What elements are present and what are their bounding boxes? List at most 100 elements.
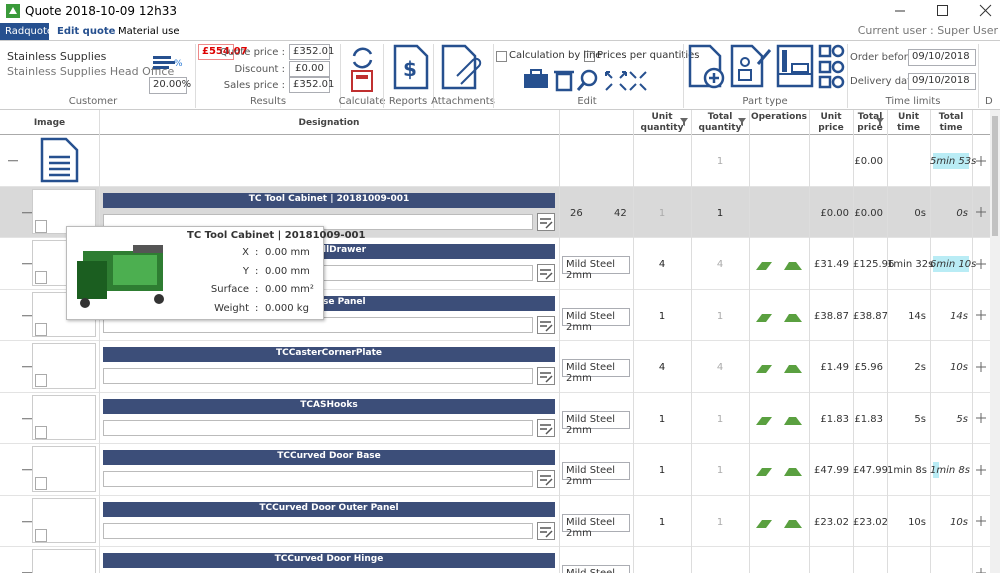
part-type-icons[interactable]	[688, 44, 845, 90]
material[interactable]: Mild Steel 2mm	[562, 410, 630, 436]
spinner[interactable]	[35, 271, 47, 284]
button-label[interactable]: Attachments	[431, 96, 495, 107]
operation-icon	[784, 468, 802, 476]
spinner[interactable]	[35, 477, 47, 490]
group-label: Part type	[742, 96, 788, 107]
tree	[22, 314, 32, 316]
property-value: 0.000 kg	[265, 302, 309, 314]
spinner[interactable]	[35, 322, 47, 336]
unit-time: 1min 8s	[887, 465, 927, 476]
material[interactable]: Mild Steel 2mm	[562, 307, 630, 333]
menu-tab[interactable]: Material use	[118, 26, 180, 37]
field-label: Order before :	[850, 52, 921, 63]
total-quantity: 1	[716, 465, 724, 476]
option-label[interactable]: Calculation by line	[509, 50, 602, 61]
total-quantity: 1	[716, 516, 724, 528]
checkboxes[interactable]	[496, 51, 596, 63]
column-header[interactable]: Operations	[750, 112, 808, 122]
spinner[interactable]	[35, 528, 47, 542]
group-label: Customer	[68, 96, 118, 107]
property-separator: :	[255, 302, 259, 314]
operations	[756, 416, 802, 425]
menu-tab[interactable]: Edit quote	[57, 26, 116, 37]
operations	[756, 313, 802, 322]
rate-icon: %	[153, 56, 183, 69]
total-time: 1min 8s	[930, 465, 970, 476]
column-header[interactable]: Designation	[298, 118, 360, 128]
scrollbar-thumb[interactable]	[992, 116, 998, 236]
expand-button	[976, 464, 986, 475]
plus	[976, 155, 986, 166]
unit-time: 5s	[914, 413, 926, 425]
time-highlight	[933, 153, 969, 169]
material[interactable]: Mild Steel 2mm	[562, 256, 630, 281]
spinner[interactable]	[35, 219, 47, 233]
designation: TCCasterCornerPlate	[276, 348, 382, 358]
filter-icon[interactable]	[876, 118, 884, 126]
expand-button	[976, 361, 986, 372]
group-label: Edit	[577, 96, 597, 107]
button-label[interactable]: Calculate	[338, 96, 386, 107]
column-header[interactable]: Total price	[857, 112, 883, 133]
comment-input[interactable]	[103, 471, 533, 487]
filter-icon[interactable]	[738, 118, 746, 126]
date-input[interactable]: 09/10/2018	[908, 49, 976, 66]
customer-site: Stainless Supplies Head Office	[7, 65, 175, 78]
field-label: Discount :	[234, 63, 285, 75]
operation-icon	[756, 416, 772, 425]
spinner[interactable]	[35, 374, 47, 387]
column-header[interactable]: Total quantity	[698, 112, 742, 133]
window-controls[interactable]	[895, 4, 995, 18]
doc-lines	[49, 155, 70, 177]
calculate-icon[interactable]	[349, 44, 377, 94]
unit-quantity: 1	[658, 413, 666, 425]
column-line	[99, 110, 100, 573]
separator	[847, 44, 848, 108]
material[interactable]: Mild Steel 2mm	[562, 565, 630, 573]
total-quantity: 1	[716, 413, 724, 425]
comment-input[interactable]	[103, 522, 533, 539]
comment-input[interactable]	[103, 368, 533, 384]
total-time: 10s	[950, 516, 968, 528]
filter-icon[interactable]	[680, 118, 688, 126]
property-label: Y	[242, 265, 249, 277]
material[interactable]: Mild Steel 2mm	[562, 462, 630, 487]
field-label: Delivery date :	[850, 76, 924, 87]
menu-tab[interactable]: Radquote	[5, 26, 54, 37]
app-icon	[6, 4, 20, 18]
designation: TCCurved Door Base	[277, 451, 381, 461]
spinner[interactable]	[35, 425, 47, 439]
edit-frame	[537, 470, 555, 488]
thumbnail	[32, 394, 96, 440]
reports-icon[interactable]: $	[393, 44, 429, 90]
attachments-icon[interactable]	[441, 44, 485, 90]
edit-frame	[537, 521, 555, 540]
column-header[interactable]: Unit price	[818, 112, 844, 133]
total-price: £47.99	[853, 465, 888, 476]
edit-icons[interactable]	[522, 68, 652, 92]
column-header[interactable]: Total time	[938, 112, 964, 133]
column-header[interactable]: Unit time	[897, 112, 920, 133]
title-bar	[103, 347, 555, 362]
edit-glyph	[540, 217, 553, 229]
total-price: £23.02	[853, 516, 888, 528]
button-label[interactable]: Reports	[388, 96, 428, 107]
tree	[22, 263, 32, 265]
material[interactable]: Mild Steel 2mm	[562, 513, 630, 539]
window-title: Quote 2018-10-09 12h33	[25, 4, 177, 18]
column-header[interactable]: Unit quantity	[640, 112, 684, 133]
option-label[interactable]: Prices per quantities	[597, 50, 700, 61]
rate-input[interactable]: 20.00%	[149, 77, 191, 94]
total-quantity: 1	[716, 310, 724, 322]
operations	[756, 468, 802, 476]
date-input[interactable]: 09/10/2018	[908, 73, 976, 90]
column-line	[853, 110, 854, 573]
comment-input[interactable]	[103, 419, 533, 436]
material[interactable]: Mild Steel 2mm	[562, 359, 630, 384]
expand-button	[976, 310, 986, 321]
column-line	[749, 110, 750, 573]
column-header[interactable]: Image	[33, 118, 66, 128]
separator	[195, 44, 196, 108]
scrollbar[interactable]	[990, 110, 1000, 573]
